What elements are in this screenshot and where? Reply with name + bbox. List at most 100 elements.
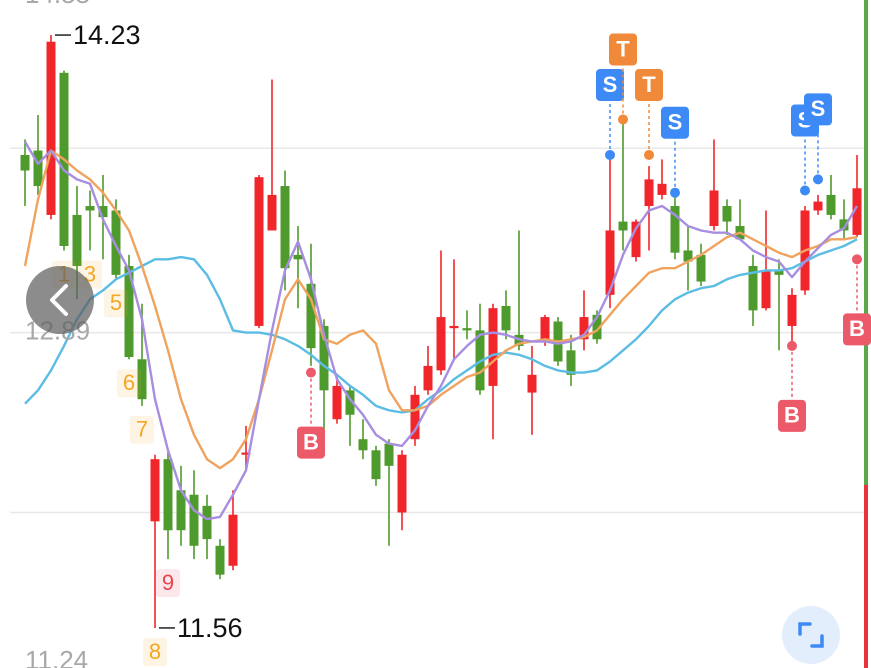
fullscreen-button-bg[interactable] xyxy=(782,606,840,664)
candle-body xyxy=(267,194,277,231)
candle-body xyxy=(657,183,667,195)
candle-body xyxy=(306,283,316,349)
signal-box xyxy=(804,93,832,126)
candle-body xyxy=(618,221,628,231)
extreme-label: 11.56 xyxy=(177,613,243,643)
fullscreen-icon[interactable] xyxy=(798,622,824,648)
candle-body xyxy=(202,505,212,540)
candle-body xyxy=(345,390,355,415)
candle-body xyxy=(670,206,680,253)
fullscreen-button[interactable] xyxy=(782,606,840,664)
candle-body xyxy=(111,210,121,275)
count-label: 6 xyxy=(123,370,135,395)
candle-body xyxy=(527,374,537,393)
candle-body xyxy=(540,317,550,340)
back-icon[interactable] xyxy=(50,284,68,316)
count-label: 5 xyxy=(110,290,122,315)
signal-dot xyxy=(605,149,615,160)
candle-body xyxy=(787,294,797,326)
ma-line xyxy=(24,238,858,414)
signal-label: T xyxy=(642,72,656,97)
candle-body xyxy=(774,270,784,275)
candle-body xyxy=(605,230,615,295)
candle-body xyxy=(72,214,82,266)
extreme-label: 14.23 xyxy=(73,20,141,50)
candle-body xyxy=(410,394,420,440)
ma-line xyxy=(23,140,859,521)
back-button-bg[interactable] xyxy=(26,266,94,334)
candle-body xyxy=(33,150,43,187)
candle-body xyxy=(579,317,589,340)
signal-box xyxy=(609,33,637,66)
signal-label: T xyxy=(616,36,630,61)
side-strip xyxy=(864,485,868,668)
signal-box xyxy=(596,68,624,101)
signal-label: B xyxy=(849,316,865,341)
candle-body xyxy=(85,206,95,211)
signal-dot xyxy=(644,149,654,160)
candle-body xyxy=(748,265,758,311)
candle-body xyxy=(384,443,394,466)
candle-body xyxy=(319,325,329,391)
candle-body xyxy=(501,305,511,331)
signal-label: B xyxy=(303,429,319,454)
signal-box xyxy=(297,426,325,459)
signal-dot xyxy=(306,367,316,378)
candle-body xyxy=(215,545,225,575)
candle-body xyxy=(826,194,836,215)
candle-body xyxy=(813,201,823,211)
candle-body xyxy=(241,452,251,455)
candle-body xyxy=(397,454,407,513)
candle-body xyxy=(332,385,342,420)
candle-body xyxy=(683,250,693,262)
count-label: 9 xyxy=(162,570,174,595)
candle-body xyxy=(488,308,498,386)
candle-body xyxy=(358,439,368,451)
signal-box xyxy=(635,68,663,101)
candle-body xyxy=(20,154,30,171)
candle-body xyxy=(449,325,459,329)
back-button[interactable] xyxy=(26,266,94,334)
y-tick-label: 14.55 xyxy=(25,0,90,9)
candle-body xyxy=(176,490,186,531)
candle-body xyxy=(644,179,654,207)
candle-body xyxy=(371,450,381,480)
candle-body xyxy=(98,206,108,218)
signal-dot xyxy=(670,187,680,198)
signal-label: S xyxy=(811,96,826,121)
candle-body xyxy=(566,350,576,375)
candle-body xyxy=(696,254,706,282)
candle-body xyxy=(722,206,732,222)
count-label: 7 xyxy=(136,417,148,442)
side-strip xyxy=(864,0,868,485)
candle-body xyxy=(163,459,173,531)
candle-body xyxy=(293,254,303,260)
y-tick-label: 11.24 xyxy=(25,645,88,668)
candle-body xyxy=(150,459,160,522)
ma-line xyxy=(23,149,858,470)
candle-body xyxy=(124,265,134,358)
signal-box xyxy=(843,313,871,346)
signal-label: S xyxy=(603,72,618,97)
signal-label: S xyxy=(668,110,683,135)
signal-label: B xyxy=(784,403,800,428)
candle-body xyxy=(189,494,199,546)
plot xyxy=(20,35,862,628)
signal-dot xyxy=(800,185,810,196)
count-bg xyxy=(143,637,167,666)
count-bg xyxy=(156,569,180,598)
candle-body xyxy=(254,177,264,326)
signal-dot xyxy=(852,254,862,265)
candle-body xyxy=(852,188,862,235)
overlay: 14.5512.8911.2414.2311.561356789BSTTSBSS… xyxy=(25,0,871,668)
candle-body xyxy=(46,41,56,215)
count-label: 8 xyxy=(149,639,161,664)
candle-body xyxy=(280,186,290,269)
candle-body xyxy=(592,314,602,340)
candle-body xyxy=(709,190,719,227)
candle-body xyxy=(839,219,849,231)
signal-box xyxy=(778,399,806,432)
candle-body xyxy=(436,317,446,371)
